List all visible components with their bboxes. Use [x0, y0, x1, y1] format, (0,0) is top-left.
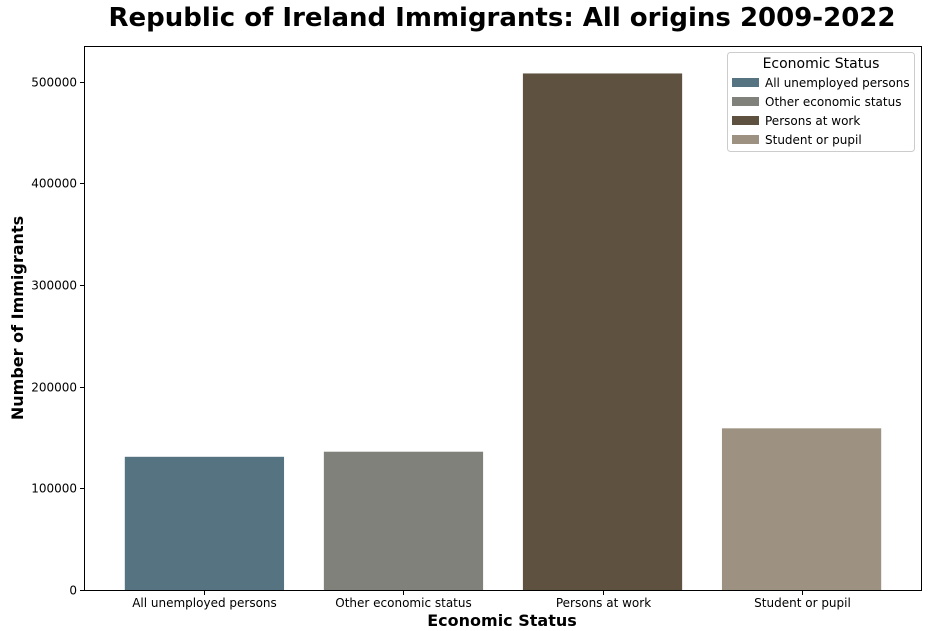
y-tick-label: 300000	[31, 279, 77, 293]
x-tick-label: Student or pupil	[754, 596, 851, 610]
x-tick-label: Other economic status	[335, 596, 471, 610]
y-tick-label: 0	[69, 584, 77, 598]
y-tick-label: 200000	[31, 381, 77, 395]
plot-frame	[84, 46, 922, 591]
x-tick-label: All unemployed persons	[132, 596, 277, 610]
legend-label: Persons at work	[765, 114, 860, 128]
x-axis-label: Economic Status	[427, 611, 577, 630]
legend-label: All unemployed persons	[765, 76, 910, 90]
legend-label: Other economic status	[765, 95, 901, 109]
bar	[124, 456, 285, 590]
legend-box	[727, 52, 915, 152]
chart-title: Republic of Ireland Immigrants: All orig…	[109, 3, 896, 33]
x-axis-ticks: All unemployed persons Other economic sta…	[132, 590, 851, 610]
legend-swatch	[732, 135, 759, 144]
legend-entries: All unemployed persons Other economic sta…	[732, 76, 910, 147]
y-axis-ticks: 0 100000 200000 300000 400000 500000	[31, 76, 85, 598]
bar	[323, 451, 484, 590]
bar	[522, 73, 683, 590]
legend: Economic Status All unemployed persons Ot…	[727, 52, 915, 152]
y-tick-label: 100000	[31, 482, 77, 496]
legend-label: Student or pupil	[765, 133, 862, 147]
y-axis-label: Number of Immigrants	[8, 216, 27, 420]
y-tick-label: 400000	[31, 177, 77, 191]
legend-swatch	[732, 97, 759, 106]
y-tick-label: 500000	[31, 76, 77, 90]
legend-title: Economic Status	[763, 56, 880, 72]
bar-group	[124, 73, 882, 590]
legend-swatch	[732, 116, 759, 125]
legend-swatch	[732, 78, 759, 87]
bar	[721, 428, 882, 590]
x-tick-label: Persons at work	[556, 596, 651, 610]
